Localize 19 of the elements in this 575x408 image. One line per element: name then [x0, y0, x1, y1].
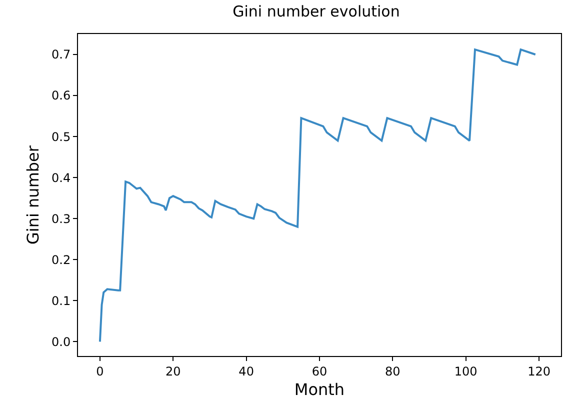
- x-tick-label: 20: [166, 364, 181, 378]
- y-axis-title: Gini number: [23, 145, 42, 244]
- x-tick-label: 40: [238, 364, 254, 378]
- x-tick-label: 60: [312, 364, 328, 378]
- y-tick-label: 0.5: [52, 130, 71, 144]
- line-series: [98, 48, 536, 343]
- y-tick-label: 0.3: [52, 212, 71, 226]
- y-tick-label: 0.7: [52, 48, 71, 62]
- y-tick-label: 0.6: [52, 88, 71, 103]
- x-tick-label: 120: [528, 364, 551, 378]
- y-tick-label: 0.1: [52, 294, 71, 308]
- x-tick-label: 80: [385, 364, 400, 378]
- y-tick-label: 0.2: [52, 252, 71, 267]
- x-axis-title: Month: [294, 380, 345, 400]
- x-tick-label: 0: [96, 364, 104, 378]
- chart-title: Gini number evolution: [232, 2, 400, 21]
- y-tick-label: 0.0: [52, 334, 71, 349]
- x-tick-label: 100: [454, 364, 478, 378]
- y-tick-label: 0.4: [52, 170, 71, 185]
